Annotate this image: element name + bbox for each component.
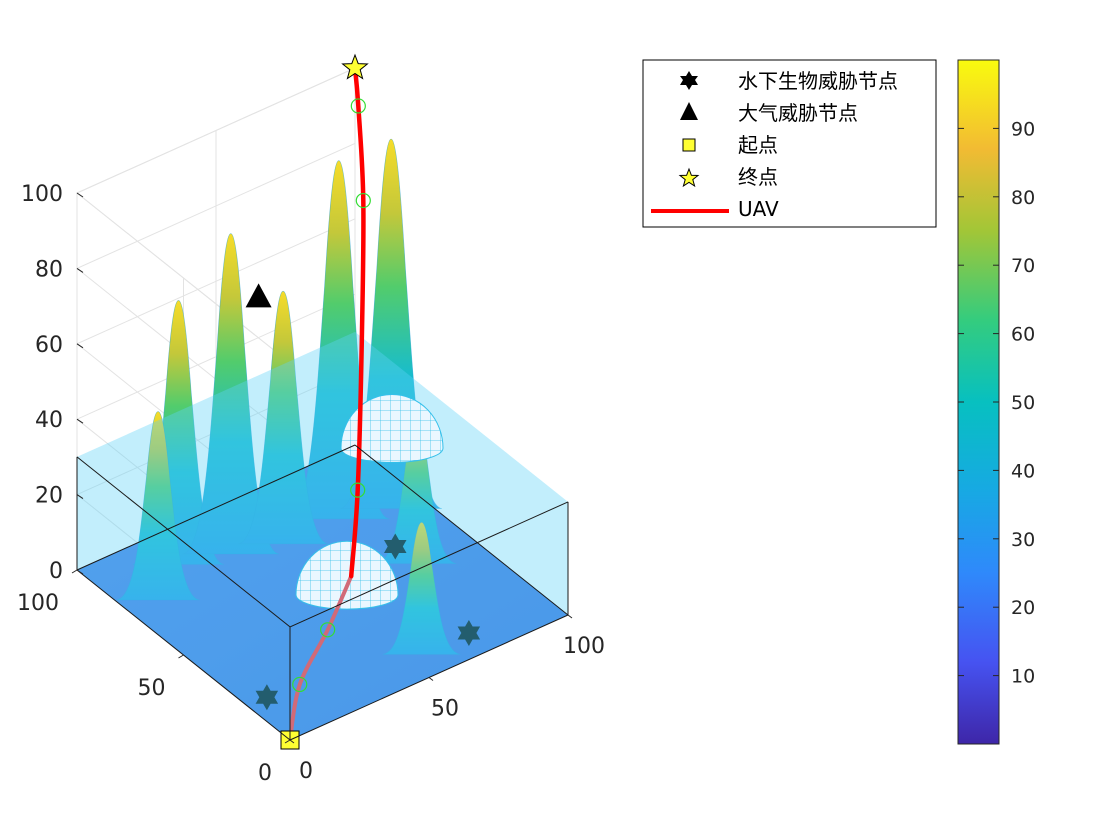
y-tick-label: 0 <box>258 761 272 786</box>
legend-item-underwater-threat: 水下生物威胁节点 <box>680 69 898 93</box>
water-face <box>290 501 568 740</box>
frame-edge <box>354 444 569 616</box>
y-tick-label: 50 <box>138 676 166 701</box>
legend-label: 终点 <box>738 165 778 189</box>
dome-obstacles <box>295 394 444 610</box>
uav-path-underwater <box>288 574 354 742</box>
x-tick-label: 0 <box>299 759 313 784</box>
legend-item-end: 终点 <box>678 165 778 189</box>
y-tick-label: 100 <box>17 591 59 616</box>
terrain-peak <box>238 290 329 545</box>
colorbar-tick-label: 70 <box>1011 255 1035 277</box>
colorbar-tick-label: 80 <box>1011 187 1035 209</box>
legend-item-air-threat: 大气威胁节点 <box>680 101 858 125</box>
uav-path-line <box>348 65 366 579</box>
legend-label: 大气威胁节点 <box>738 101 858 125</box>
colorbar-ticks: 10 20 30 40 50 60 70 80 90 <box>958 118 1035 688</box>
hexagram-marker <box>457 620 481 646</box>
terrain-peak <box>182 233 280 555</box>
frame-edge <box>76 444 356 571</box>
star-icon <box>678 167 700 188</box>
z-tick-label: 40 <box>35 408 63 433</box>
tick-mark <box>289 739 295 744</box>
tick-mark <box>76 418 84 424</box>
colorbar-tick-label: 40 <box>1011 460 1035 482</box>
axes-frame <box>76 444 569 741</box>
legend-label: 起点 <box>738 133 778 157</box>
square-icon <box>682 138 696 152</box>
hexagram-marker <box>255 684 279 711</box>
terrain-peak <box>116 411 200 601</box>
terrain-peak <box>382 521 461 655</box>
legend-label: 水下生物威胁节点 <box>738 69 898 93</box>
z-tick-label: 60 <box>35 333 63 358</box>
end-marker <box>341 53 369 80</box>
tick-mark <box>76 494 84 500</box>
frame-edge <box>289 501 569 628</box>
colorbar-tick-label: 30 <box>1011 529 1035 551</box>
tick-mark <box>178 654 184 659</box>
frame-edge <box>76 456 291 628</box>
legend-label: UAV <box>738 197 779 221</box>
z-tick-label: 0 <box>49 559 63 584</box>
x-tick-label: 50 <box>431 697 459 722</box>
colorbar-tick-label: 20 <box>1011 597 1035 619</box>
tick-mark <box>76 192 84 198</box>
waypoint-marker <box>350 98 366 114</box>
colorbar: 10 20 30 40 50 60 70 80 90 <box>957 59 1035 745</box>
waypoint-marker <box>355 192 371 209</box>
legend-item-uav: UAV <box>651 197 779 221</box>
colorbar-tick-label: 10 <box>1011 666 1035 688</box>
waypoint-marker <box>350 482 366 498</box>
water-face <box>77 331 568 627</box>
hexagram-marker <box>384 533 407 560</box>
colorbar-tick-label: 90 <box>1011 118 1035 140</box>
tick-mark <box>76 569 84 575</box>
colorbar-tick-label: 50 <box>1011 392 1035 414</box>
z-tick-label: 100 <box>21 182 63 207</box>
tick-mark <box>284 739 291 744</box>
colorbar-tick-label: 60 <box>1011 324 1035 346</box>
legend-item-start: 起点 <box>682 133 778 157</box>
waypoint-marker <box>292 676 308 693</box>
triangle-icon <box>680 102 698 120</box>
dome <box>295 540 399 610</box>
x-tick-label: 100 <box>563 634 605 659</box>
tick-mark <box>76 343 84 349</box>
threat-markers <box>245 283 481 711</box>
tick-mark <box>567 614 573 619</box>
tick-mark <box>71 569 78 574</box>
colorbar-gradient <box>957 59 1000 745</box>
hexagram-icon <box>680 71 698 90</box>
tick-mark <box>76 267 84 273</box>
water-face <box>77 456 290 740</box>
legend: 水下生物威胁节点 大气威胁节点 起点 终点 UAV <box>642 59 937 228</box>
waypoint-marker <box>320 622 336 638</box>
axis-ticks: 0 20 40 60 80 100 0 50 100 0 50 100 <box>17 182 605 786</box>
z-tick-label: 80 <box>35 257 63 282</box>
water-volume <box>77 331 568 740</box>
z-tick-label: 20 <box>35 484 63 509</box>
dome <box>340 394 444 463</box>
tick-mark <box>428 677 434 681</box>
triangle-marker <box>245 283 272 308</box>
